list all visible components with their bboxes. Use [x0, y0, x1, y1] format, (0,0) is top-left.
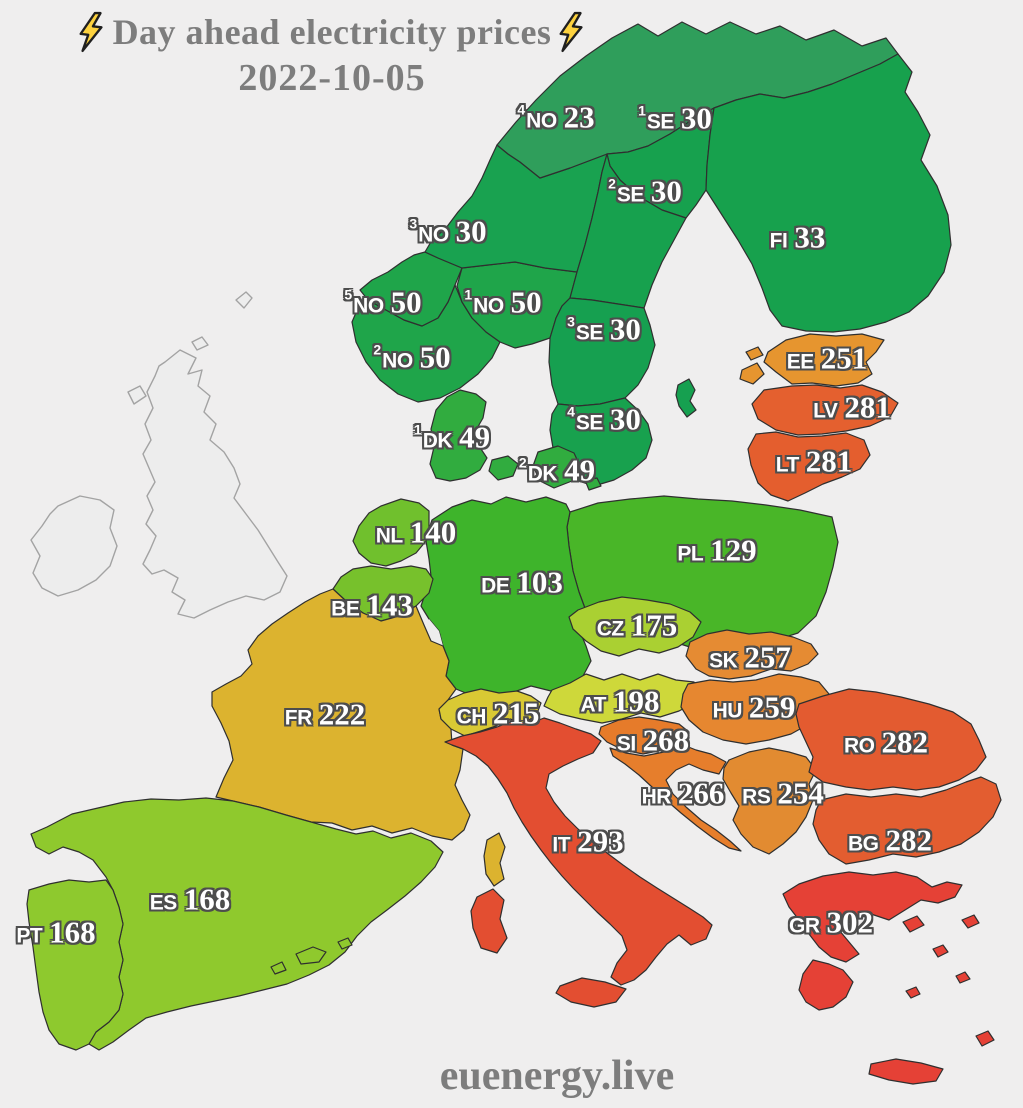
ro-region-shape [795, 688, 987, 791]
label-pt: PT 168 [16, 914, 96, 950]
label-lt: LT 281 [775, 443, 853, 479]
no5-region-shape [359, 251, 463, 327]
pt-region-shape [26, 879, 124, 1051]
luxembourg-nodata-shape [425, 619, 443, 646]
aegean-island-shape [955, 971, 971, 984]
label-se2: 2SE 30 [608, 173, 682, 209]
zone-number: 3 [567, 313, 575, 330]
label-cz: CZ 175 [596, 607, 678, 643]
lightning-icon [559, 11, 584, 53]
label-nl: NL 140 [375, 514, 457, 550]
dk1-region-shape [429, 389, 488, 482]
corsica-island-shape [483, 832, 506, 887]
label-ee: EE 251 [786, 340, 868, 376]
sk-region-shape [685, 629, 819, 680]
sicily-island-shape [555, 977, 627, 1008]
label-sk: SK 257 [709, 639, 791, 675]
funen-island-shape [488, 455, 519, 481]
label-no3: 3NO 30 [409, 213, 487, 249]
label-de: DE 103 [481, 564, 563, 600]
gr-region-shape [782, 871, 963, 963]
bg-region-shape [812, 776, 1002, 865]
label-bg: BG 282 [848, 822, 932, 858]
zone-number: 4 [567, 403, 575, 420]
label-rs: RS 254 [742, 775, 824, 811]
ee-region-shape [763, 333, 885, 387]
label-no5: 5NO 50 [344, 284, 422, 320]
lv-region-shape [751, 384, 899, 436]
hiiumaa-island-shape [745, 346, 764, 361]
date-label: 2022-10-05 [238, 57, 426, 99]
label-it: IT 293 [552, 823, 624, 859]
ibiza-island-shape [270, 961, 287, 975]
zone-number: 1 [464, 286, 473, 303]
label-no1: 1NO 50 [464, 284, 542, 320]
site-watermark: euenergy.live [439, 1053, 675, 1099]
aegean-island-shape [905, 986, 921, 999]
label-dk1: 1DK 49 [413, 419, 491, 455]
label-gr: GR 302 [789, 904, 873, 940]
dk2-region-shape [532, 445, 581, 489]
zone-number: 2 [608, 175, 616, 192]
lt-region-shape [747, 431, 871, 502]
lesbos-island-shape [961, 914, 980, 929]
zone-number: 4 [517, 101, 526, 118]
nl-region-shape [352, 498, 430, 567]
label-dk2: 2DK 49 [518, 452, 596, 488]
orkney-islands-shape [191, 336, 209, 351]
label-ro: RO 282 [844, 724, 928, 760]
gotland-island-shape [675, 378, 697, 418]
hr-region-shape [609, 743, 742, 852]
label-se3: 3SE 30 [567, 311, 641, 347]
hebrides-shape [127, 385, 147, 405]
page-title: Day ahead electricity prices [112, 12, 552, 52]
label-si: SI 268 [616, 722, 690, 758]
lolland-island-shape [584, 477, 602, 491]
label-fr: FR 222 [284, 696, 366, 732]
zone-number: 3 [409, 215, 418, 232]
zone-number: 1 [413, 421, 422, 438]
uk-region-shape [142, 349, 288, 619]
mallorca-island-shape [295, 946, 327, 965]
label-lv: LV 281 [813, 389, 891, 425]
saaremaa-island-shape [739, 362, 765, 385]
label-at: AT 198 [580, 683, 660, 719]
it-region-shape [444, 717, 713, 986]
label-hr: HR 266 [641, 775, 725, 811]
aegean-island-shape [932, 944, 949, 958]
label-pl: PL 129 [677, 532, 757, 568]
fi-region-shape [705, 53, 952, 333]
si-region-shape [598, 716, 690, 755]
rhodes-island-shape [975, 1030, 995, 1047]
title-block: Day ahead electricity prices 2022-10-05 [14, 10, 650, 100]
zone-number: 2 [518, 454, 527, 471]
crete-island-shape [868, 1058, 944, 1085]
rs-region-shape [722, 747, 817, 855]
zone-number: 1 [638, 102, 646, 119]
lightning-icon [79, 11, 103, 53]
label-fi: FI 33 [769, 219, 826, 255]
label-es: ES 168 [149, 881, 231, 917]
peloponnese-shape [798, 959, 854, 1011]
label-se4: 4SE 30 [567, 401, 641, 437]
zone-number: 5 [344, 286, 353, 303]
label-be: BE 143 [331, 587, 413, 623]
shetland-islands-shape [235, 291, 253, 309]
cz-region-shape [568, 596, 702, 657]
label-no2: 2NO 50 [373, 339, 451, 375]
label-no4: 4NO 23 [517, 99, 595, 135]
sardinia-island-shape [470, 888, 508, 954]
label-se1: 1SE 30 [638, 100, 712, 136]
zone-number: 2 [373, 341, 382, 358]
label-hu: HU 259 [712, 689, 796, 725]
aegean-island-shape [902, 915, 925, 933]
menorca-island-shape [337, 937, 353, 950]
ireland-region-shape [30, 495, 118, 597]
label-ch: CH 215 [456, 695, 540, 731]
